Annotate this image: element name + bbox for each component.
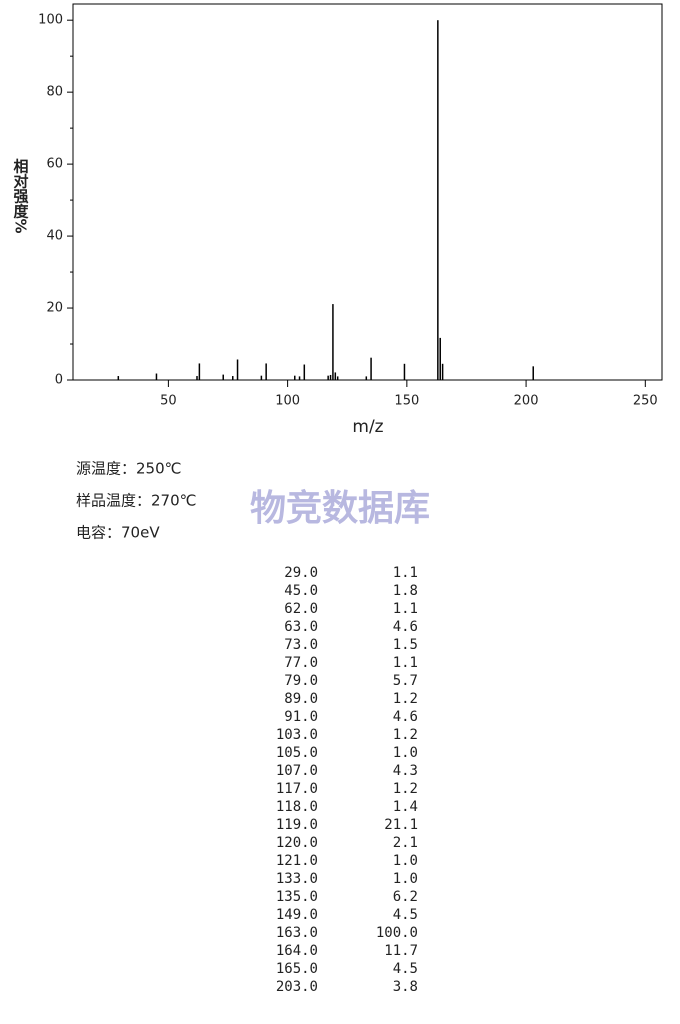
x-tick-label: 50: [160, 394, 177, 409]
intensity-cell: 1.1: [393, 655, 418, 671]
peak: [532, 366, 534, 380]
x-tick-label: 200: [514, 394, 539, 409]
mz-cell: 120.0: [276, 835, 318, 851]
intensity-cell: 3.8: [393, 979, 418, 995]
intensity-cell: 4.6: [393, 619, 418, 635]
intensity-cell: 1.0: [393, 745, 418, 761]
plot-frame: [72, 3, 663, 381]
mz-cell: 117.0: [276, 781, 318, 797]
mz-cell: 164.0: [276, 943, 318, 959]
intensity-cell: 21.1: [384, 817, 418, 833]
intensity-cell: 6.2: [393, 889, 418, 905]
x-tick-label: 250: [633, 394, 658, 409]
mz-cell: 91.0: [284, 709, 318, 725]
intensity-cell: 5.7: [393, 673, 418, 689]
mz-cell: 165.0: [276, 961, 318, 977]
mz-cell: 203.0: [276, 979, 318, 995]
mz-cell: 77.0: [284, 655, 318, 671]
peak: [439, 337, 441, 380]
mz-cell: 45.0: [284, 583, 318, 599]
peak: [334, 372, 337, 380]
intensity-cell: 1.2: [393, 727, 418, 743]
intensity-cell: 1.2: [393, 691, 418, 707]
intensity-cell: 1.0: [393, 871, 418, 887]
mz-cell: 89.0: [284, 691, 318, 707]
mz-cell: 79.0: [284, 673, 318, 689]
peak: [336, 376, 339, 380]
x-tick-label: 150: [394, 394, 419, 409]
y-axis-label: 相对强度%: [12, 158, 30, 234]
peak: [222, 374, 224, 380]
intensity-cell: 1.5: [393, 637, 418, 653]
peak: [327, 375, 329, 380]
peak: [365, 376, 368, 380]
peak: [117, 376, 120, 380]
intensity-cell: 1.2: [393, 781, 418, 797]
peak: [329, 374, 332, 380]
peak: [155, 373, 158, 380]
intensity-cell: 100.0: [376, 925, 418, 941]
peak: [198, 363, 201, 380]
y-tick-label: 80: [46, 85, 63, 100]
y-tick-label: 60: [46, 157, 63, 172]
intensity-cell: 4.5: [393, 907, 418, 923]
mz-cell: 149.0: [276, 907, 318, 923]
intensity-cell: 1.1: [393, 601, 418, 617]
peak: [332, 304, 334, 380]
y-tick-label: 0: [55, 373, 63, 388]
intensity-cell: 4.5: [393, 961, 418, 977]
mz-cell: 29.0: [284, 565, 318, 581]
peak: [294, 375, 296, 380]
mz-cell: 107.0: [276, 763, 318, 779]
mz-cell: 118.0: [276, 799, 318, 815]
peak: [298, 376, 301, 380]
peak: [260, 375, 263, 380]
peak: [403, 363, 406, 380]
peak: [437, 20, 439, 381]
intensity-cell: 1.8: [393, 583, 418, 599]
peak: [441, 363, 444, 380]
condition: 源温度：250℃: [76, 460, 181, 478]
y-tick-label: 20: [46, 301, 63, 316]
condition: 电容：70eV: [76, 524, 160, 542]
intensity-cell: 1.1: [393, 565, 418, 581]
y-tick-label: 100: [38, 13, 63, 28]
peak: [303, 364, 306, 380]
intensity-cell: 1.0: [393, 853, 418, 869]
peak: [370, 357, 372, 380]
peak: [232, 376, 234, 380]
mz-cell: 63.0: [284, 619, 318, 635]
mz-cell: 105.0: [276, 745, 318, 761]
intensity-cell: 4.3: [393, 763, 418, 779]
intensity-cell: 11.7: [384, 943, 418, 959]
mz-cell: 121.0: [276, 853, 318, 869]
peak: [196, 376, 198, 380]
mz-cell: 103.0: [276, 727, 318, 743]
watermark: 物竞数据库: [250, 488, 430, 529]
intensity-cell: 1.4: [393, 799, 418, 815]
mz-cell: 135.0: [276, 889, 318, 905]
x-axis-label: m/z: [352, 417, 383, 437]
mz-cell: 73.0: [284, 637, 318, 653]
mz-cell: 119.0: [276, 817, 318, 833]
intensity-cell: 4.6: [393, 709, 418, 725]
mz-cell: 133.0: [276, 871, 318, 887]
mz-cell: 163.0: [276, 925, 318, 941]
condition: 样品温度：270℃: [76, 492, 196, 510]
x-tick-label: 100: [275, 394, 300, 409]
mz-cell: 62.0: [284, 601, 318, 617]
peak: [236, 359, 239, 380]
y-tick-label: 40: [46, 229, 63, 244]
intensity-cell: 2.1: [393, 835, 418, 851]
peak: [265, 363, 267, 380]
